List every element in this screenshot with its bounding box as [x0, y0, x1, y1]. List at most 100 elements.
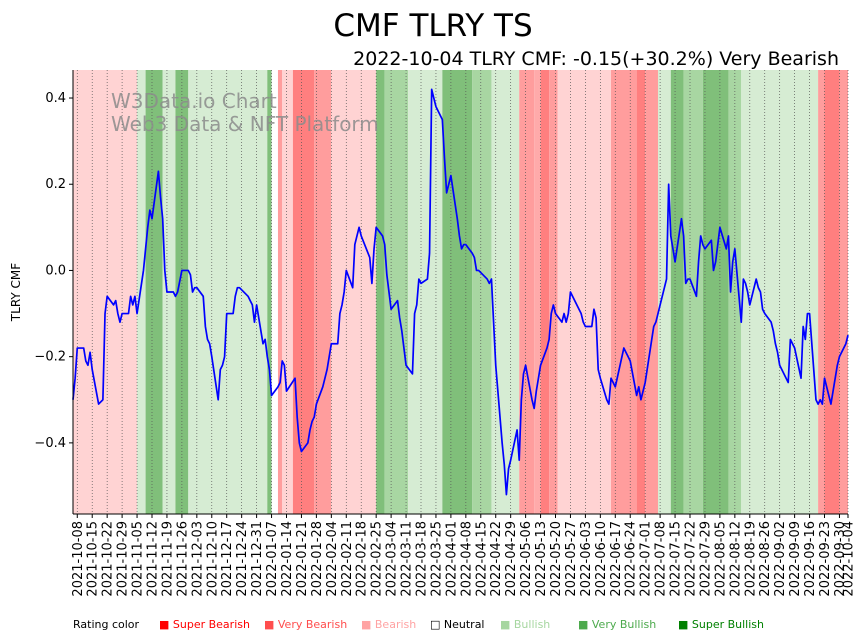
rating-band-6 — [267, 70, 272, 514]
rating-band-23 — [557, 70, 612, 514]
legend-item-3: □ Neutral — [430, 618, 485, 631]
x-tick-label: 2021-11-19 — [160, 521, 175, 597]
x-tick-label: 2022-01-07 — [265, 521, 280, 597]
rating-band-35 — [839, 70, 848, 514]
x-tick-label: 2022-06-03 — [579, 521, 594, 597]
x-tick-label: 2022-04-08 — [459, 521, 474, 597]
x-tick-label: 2022-08-12 — [728, 521, 743, 597]
x-tick-label: 2021-12-10 — [205, 521, 220, 597]
rating-band-29 — [683, 70, 703, 514]
x-tick-label: 2022-07-22 — [684, 521, 699, 597]
rating-band-11 — [314, 70, 332, 514]
rating-band-16 — [442, 70, 473, 514]
x-tick-label: 2022-05-13 — [534, 521, 549, 597]
x-tick-label: 2022-09-23 — [818, 521, 833, 597]
rating-band-20 — [534, 70, 541, 514]
y-tick-label: 0.2 — [45, 177, 66, 192]
x-tick-label: 2022-07-08 — [654, 521, 669, 597]
rating-band-10 — [292, 70, 315, 514]
rating-band-22 — [549, 70, 558, 514]
x-tick-label: 2021-11-05 — [131, 521, 146, 597]
series-group — [72, 88, 849, 496]
legend-item-2: ■ Bearish — [361, 618, 416, 631]
x-tick-label: 2022-08-19 — [743, 521, 758, 597]
rating-legend: Rating color ■ Super Bearish ■ Very Beari… — [73, 618, 764, 631]
x-tick-label: 2021-12-17 — [220, 521, 235, 597]
legend-item-1: ■ Very Bearish — [264, 618, 347, 631]
x-tick-label: 2022-10-04 — [842, 521, 857, 597]
rating-band-30 — [702, 70, 729, 514]
rating-band-19 — [519, 70, 535, 514]
x-tick-label: 2022-01-14 — [280, 521, 295, 597]
rating-band-12 — [331, 70, 377, 514]
x-tick-label: 2022-07-15 — [669, 521, 684, 597]
legend-item-5: ■ Very Bullish — [578, 618, 656, 631]
legend-item-4: ■ Bullish — [500, 618, 550, 631]
chart-subtitle: 2022-10-04 TLRY CMF: -0.15(+30.2%) Very … — [353, 48, 839, 70]
x-tick-label: 2022-05-20 — [549, 521, 564, 597]
y-tick-label: −0.4 — [34, 436, 66, 451]
x-tick-label: 2021-10-08 — [71, 521, 86, 597]
x-tick-label: 2022-06-10 — [594, 521, 609, 597]
legend-item-0: ■ Super Bearish — [159, 618, 250, 631]
y-tick-label: 0.4 — [45, 91, 66, 106]
legend-label: Rating color — [73, 618, 140, 631]
rating-band-14 — [384, 70, 409, 514]
x-tick-label: 2021-12-31 — [250, 521, 265, 597]
x-tick-label: 2022-09-09 — [788, 521, 803, 597]
x-tick-label: 2022-03-04 — [385, 521, 400, 597]
rating-band-1 — [137, 70, 146, 514]
x-tick-label: 2022-09-16 — [803, 521, 818, 597]
rating-band-5 — [188, 70, 268, 514]
x-tick-label: 2021-12-24 — [235, 521, 250, 597]
rating-band-21 — [540, 70, 550, 514]
x-tick-label: 2022-09-02 — [773, 521, 788, 597]
y-tick-label: 0.0 — [45, 263, 66, 278]
x-tick-label: 2022-02-11 — [340, 521, 355, 597]
x-tick-label: 2022-02-25 — [370, 521, 385, 597]
x-tick-label: 2022-04-22 — [489, 521, 504, 597]
series-line-0 — [72, 88, 849, 496]
y-ticks: −0.4 −0.2 0.0 0.2 0.4 — [34, 91, 73, 451]
rating-band-15 — [408, 70, 443, 514]
x-tick-label: 2022-06-17 — [609, 521, 624, 597]
rating-band-7 — [271, 70, 278, 514]
x-tick-label: 2021-11-12 — [145, 521, 160, 597]
rating-band-2 — [145, 70, 163, 514]
x-tick-label: 2021-10-15 — [86, 521, 101, 597]
x-tick-label: 2022-01-28 — [310, 521, 325, 597]
x-tick-label: 2022-06-24 — [624, 521, 639, 597]
rating-band-13 — [376, 70, 385, 514]
rating-band-28 — [670, 70, 684, 514]
x-tick-label: 2022-09-30 — [833, 521, 848, 597]
vertical-grid — [76, 70, 849, 514]
x-tick-label: 2022-07-29 — [698, 521, 713, 597]
chart-title: CMF TLRY TS — [333, 8, 532, 44]
x-tick-label: 2022-02-04 — [325, 521, 340, 597]
x-tick-label: 2021-10-29 — [116, 521, 131, 597]
rating-band-26 — [645, 70, 658, 514]
rating-band-34 — [824, 70, 840, 514]
x-tick-label: 2022-04-29 — [504, 521, 519, 597]
y-axis-label: TLRY CMF — [9, 263, 23, 322]
x-tick-label: 2022-01-21 — [295, 521, 310, 597]
x-tick-label: 2022-03-25 — [429, 521, 444, 597]
y-tick-label: −0.2 — [34, 350, 66, 365]
rating-band-27 — [657, 70, 671, 514]
rating-band-9 — [282, 70, 293, 514]
x-tick-label: 2022-04-15 — [474, 521, 489, 597]
legend-item-6: ■ Super Bullish — [678, 618, 764, 631]
x-ticks: 2021-10-08 2021-10-15 2021-10-22 2021-10-29… — [71, 514, 857, 597]
rating-band-24 — [611, 70, 637, 514]
rating-band-8 — [277, 70, 283, 514]
rating-band-25 — [636, 70, 646, 514]
rating-band-17 — [472, 70, 492, 514]
x-tick-label: 2022-05-06 — [519, 521, 534, 597]
x-tick-label: 2022-03-11 — [400, 521, 415, 597]
rating-bands — [73, 70, 848, 514]
watermark-line2: Web3 Data & NFT Platform — [111, 112, 379, 136]
watermark-line1: W3Data.io Chart — [111, 89, 277, 113]
x-tick-label: 2022-08-26 — [758, 521, 773, 597]
x-tick-label: 2021-12-03 — [190, 521, 205, 597]
x-tick-label: 2022-02-18 — [355, 521, 370, 597]
